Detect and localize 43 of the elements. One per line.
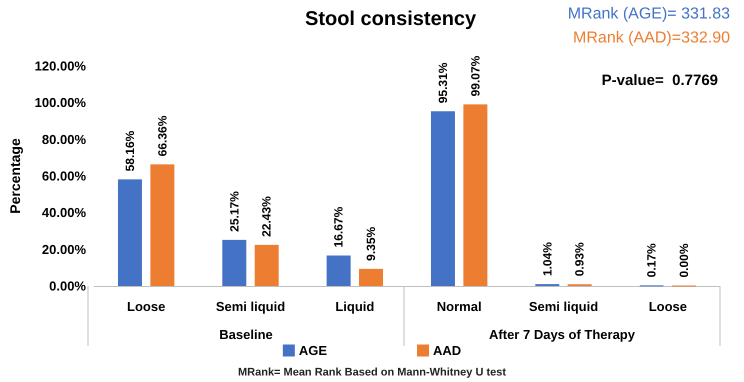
x-tick-label: Semi liquid: [216, 299, 286, 314]
y-axis-title: Percentage: [7, 138, 23, 214]
data-label: 99.07%: [468, 55, 482, 96]
bar: [150, 164, 174, 286]
data-label: 95.31%: [436, 62, 450, 104]
bar: [463, 104, 488, 286]
data-label: 22.43%: [260, 196, 274, 237]
text: After 7 Days of Therapy: [489, 327, 636, 342]
x-tick-label: Loose: [127, 299, 166, 314]
data-label: 66.36%: [155, 115, 170, 156]
x-tick-label: Loose: [648, 299, 687, 314]
bar: [359, 268, 384, 286]
data-label: 9.35%: [364, 226, 378, 261]
y-tick-label: 40.00%: [42, 205, 86, 220]
text: Baseline: [219, 327, 273, 342]
text: MRank= Mean Rank Based on Mann-Whitney U test: [238, 366, 506, 378]
data-label: 16.67%: [332, 206, 346, 248]
y-tick-label: 0.00%: [49, 278, 86, 294]
bar: [430, 111, 455, 286]
bar: [254, 244, 279, 286]
x-tick-label: Semi liquid: [528, 299, 598, 314]
text: MRank (AAD)=332.90: [573, 30, 730, 46]
bar: [326, 255, 351, 286]
bar: [118, 179, 142, 286]
data-label: 0.93%: [572, 242, 587, 276]
y-tick-label: 80.00%: [42, 132, 86, 147]
data-label: 1.04%: [540, 242, 554, 276]
y-tick-label: 60.00%: [42, 168, 86, 184]
text: MRank (AGE)= 331.83: [568, 6, 730, 22]
bar: [222, 240, 246, 286]
x-tick-label: Liquid: [335, 299, 374, 314]
data-label: 25.17%: [227, 190, 242, 232]
x-tick-label: Normal: [436, 299, 482, 314]
data-label: 0.00%: [677, 243, 692, 278]
y-tick-label: 120.00%: [34, 58, 86, 74]
chart-title: Stool consistency: [305, 8, 478, 30]
y-tick-label: 20.00%: [42, 242, 86, 257]
annotation: P-value= 0.7769: [602, 72, 718, 89]
data-label: 0.17%: [644, 242, 659, 278]
data-label: 58.16%: [122, 130, 137, 172]
legend-label: AAD: [433, 343, 462, 358]
legend-label: AGE: [298, 343, 328, 358]
y-tick-label: 100.00%: [34, 95, 86, 110]
